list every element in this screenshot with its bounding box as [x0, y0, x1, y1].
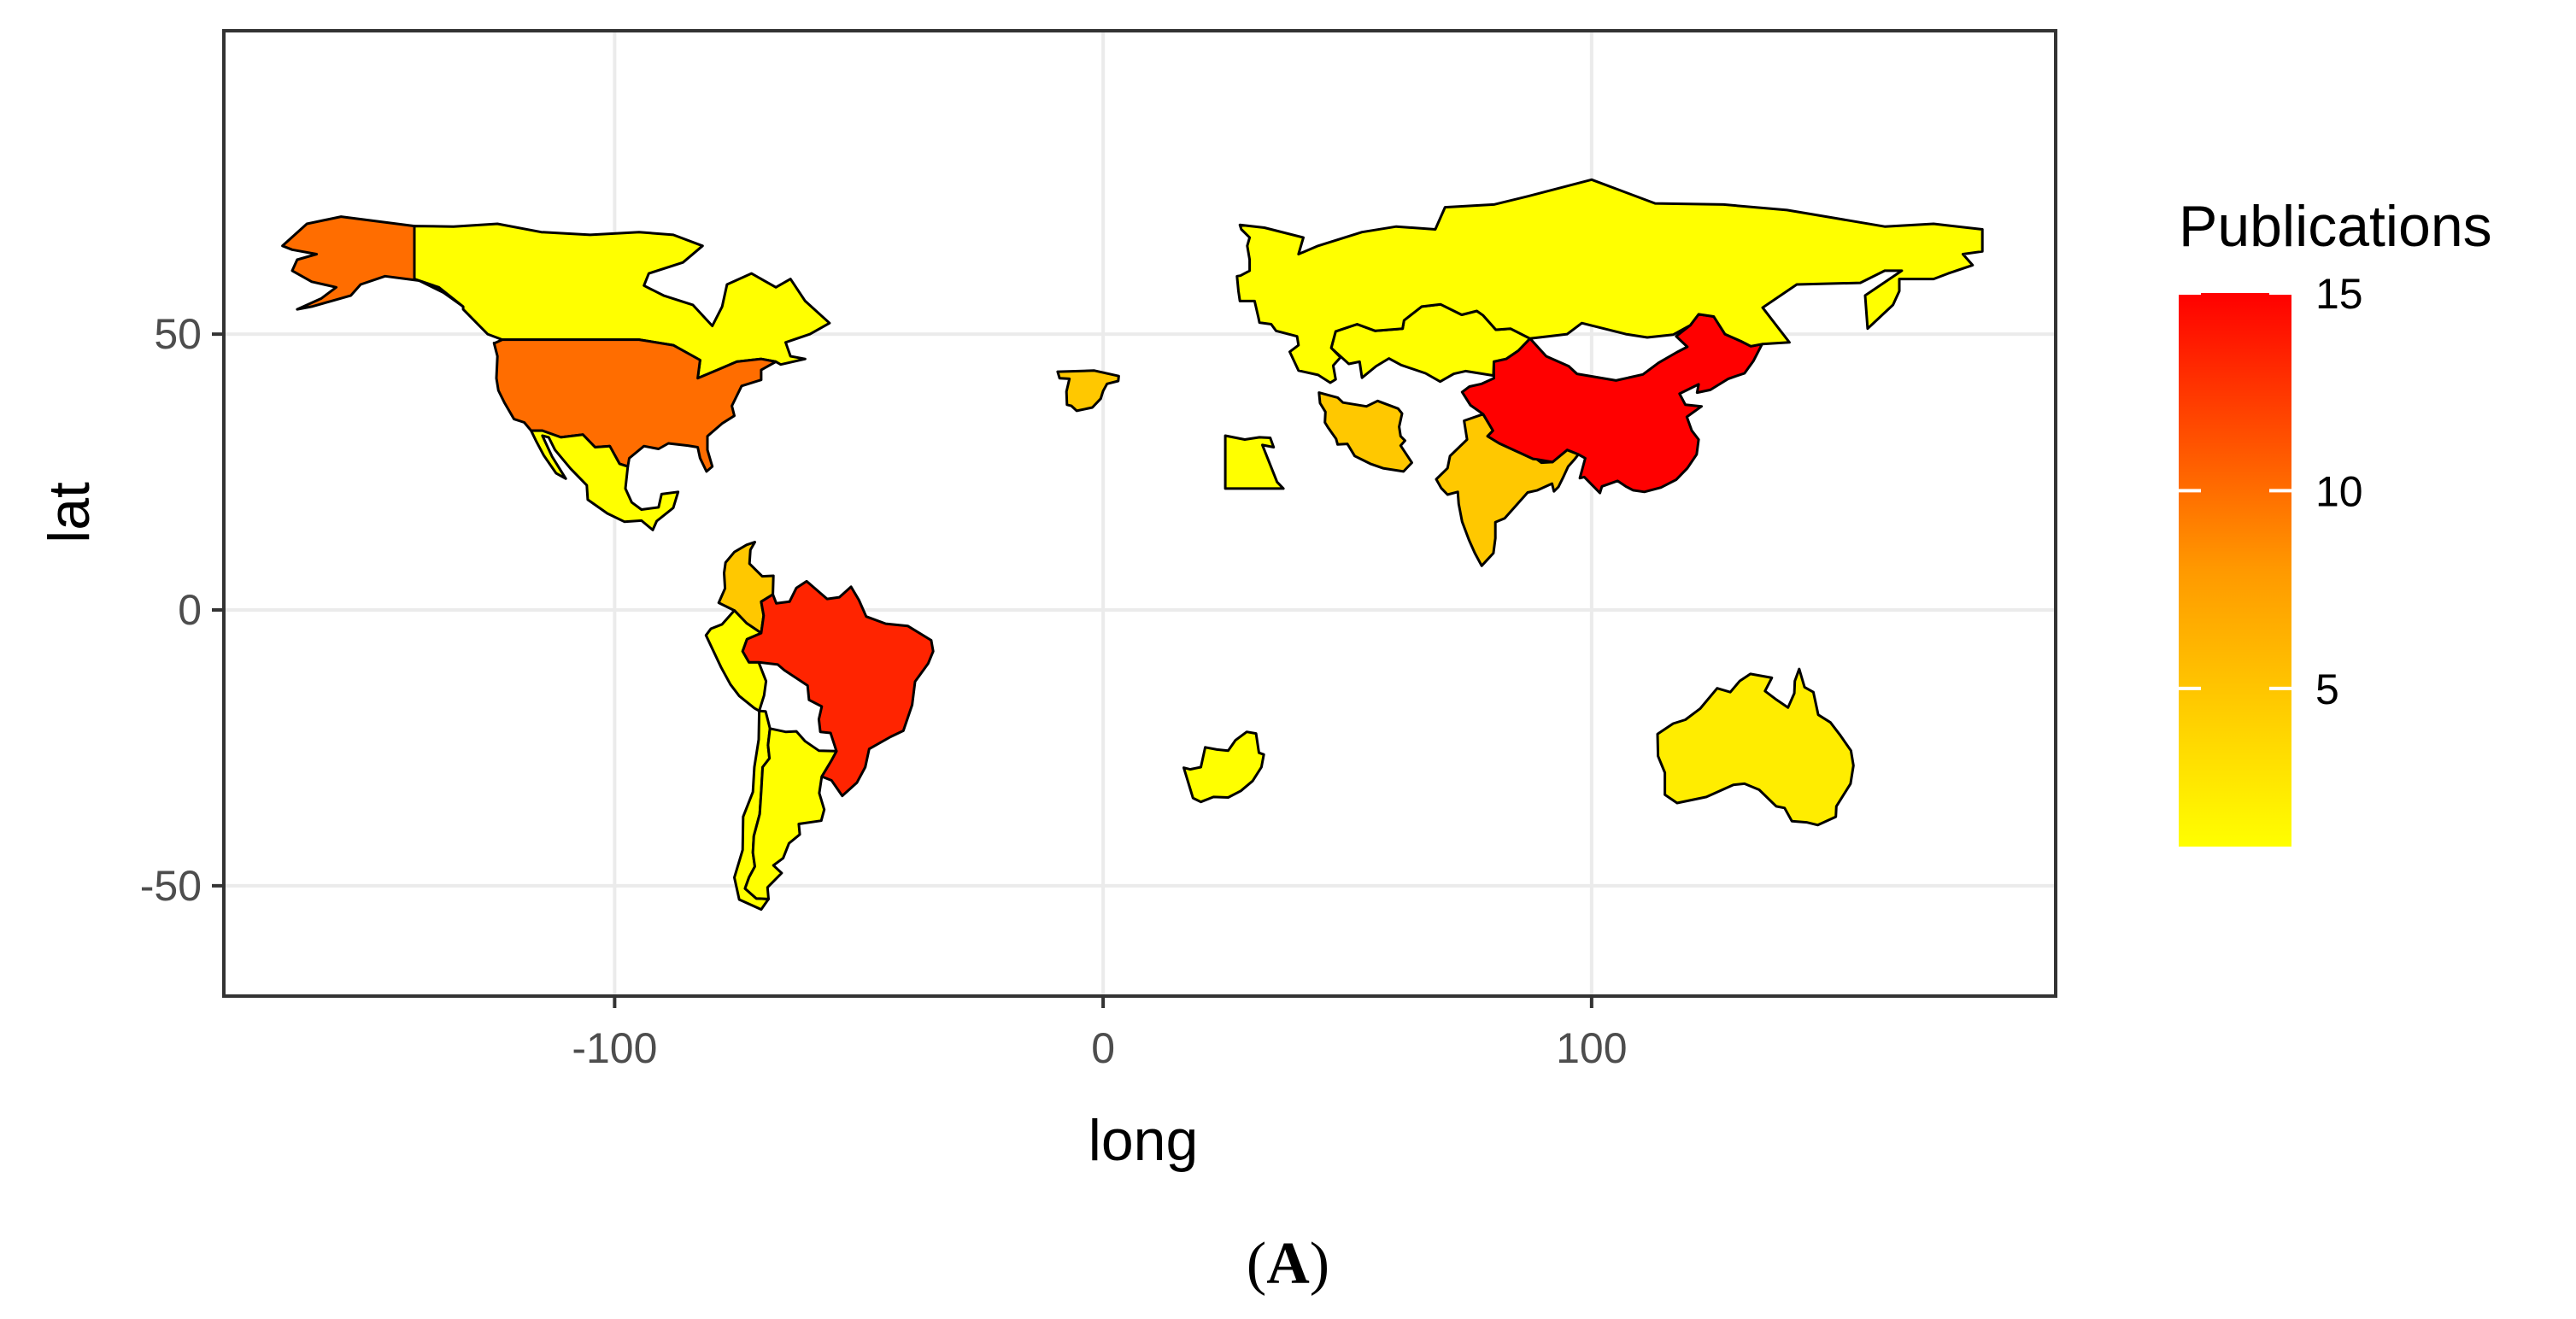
legend-label: 15: [2315, 270, 2363, 318]
panel-caption: (A): [0, 1230, 2576, 1298]
x-tick-label: 0: [1091, 1024, 1115, 1072]
country-iran: [1317, 391, 1413, 473]
caption-letter: A: [1266, 1231, 1310, 1297]
legend-label: 10: [2315, 467, 2363, 515]
country-south-africa: [1182, 730, 1265, 804]
country-polygons: [281, 178, 1984, 912]
panel-border: [222, 29, 2057, 998]
country-peru: [704, 609, 768, 712]
y-tick-label: -50: [140, 862, 202, 910]
legend-ticks: 5 10 15: [2179, 270, 2363, 713]
y-tick-label: 50: [154, 310, 202, 358]
x-axis-ticks: -100 0 100: [572, 996, 1628, 1072]
legend: Publications 5 10 15: [2179, 194, 2492, 847]
legend-label: 5: [2315, 665, 2339, 713]
country-argentina: [743, 727, 838, 900]
country-australia: [1656, 667, 1855, 827]
country-china: [1460, 313, 1763, 495]
y-tick-label: 0: [178, 586, 202, 634]
caption-close-paren: ): [1309, 1231, 1330, 1297]
legend-title: Publications: [2179, 194, 2492, 259]
x-tick-label: -100: [572, 1024, 657, 1072]
country-egypt: [1223, 434, 1285, 490]
country-mexico: [530, 429, 680, 531]
x-axis-title: long: [1088, 1108, 1199, 1173]
country-spain: [1056, 369, 1120, 413]
legend-colorbar: [2179, 293, 2291, 847]
country-united-states: [492, 338, 777, 473]
caption-open-paren: (: [1246, 1231, 1267, 1297]
y-axis-title: lat: [37, 482, 102, 543]
y-axis-ticks: -50 0 50: [140, 310, 224, 910]
country-russia: [1235, 178, 1984, 384]
grid-lines: [224, 31, 2056, 996]
x-tick-label: 100: [1556, 1024, 1627, 1072]
